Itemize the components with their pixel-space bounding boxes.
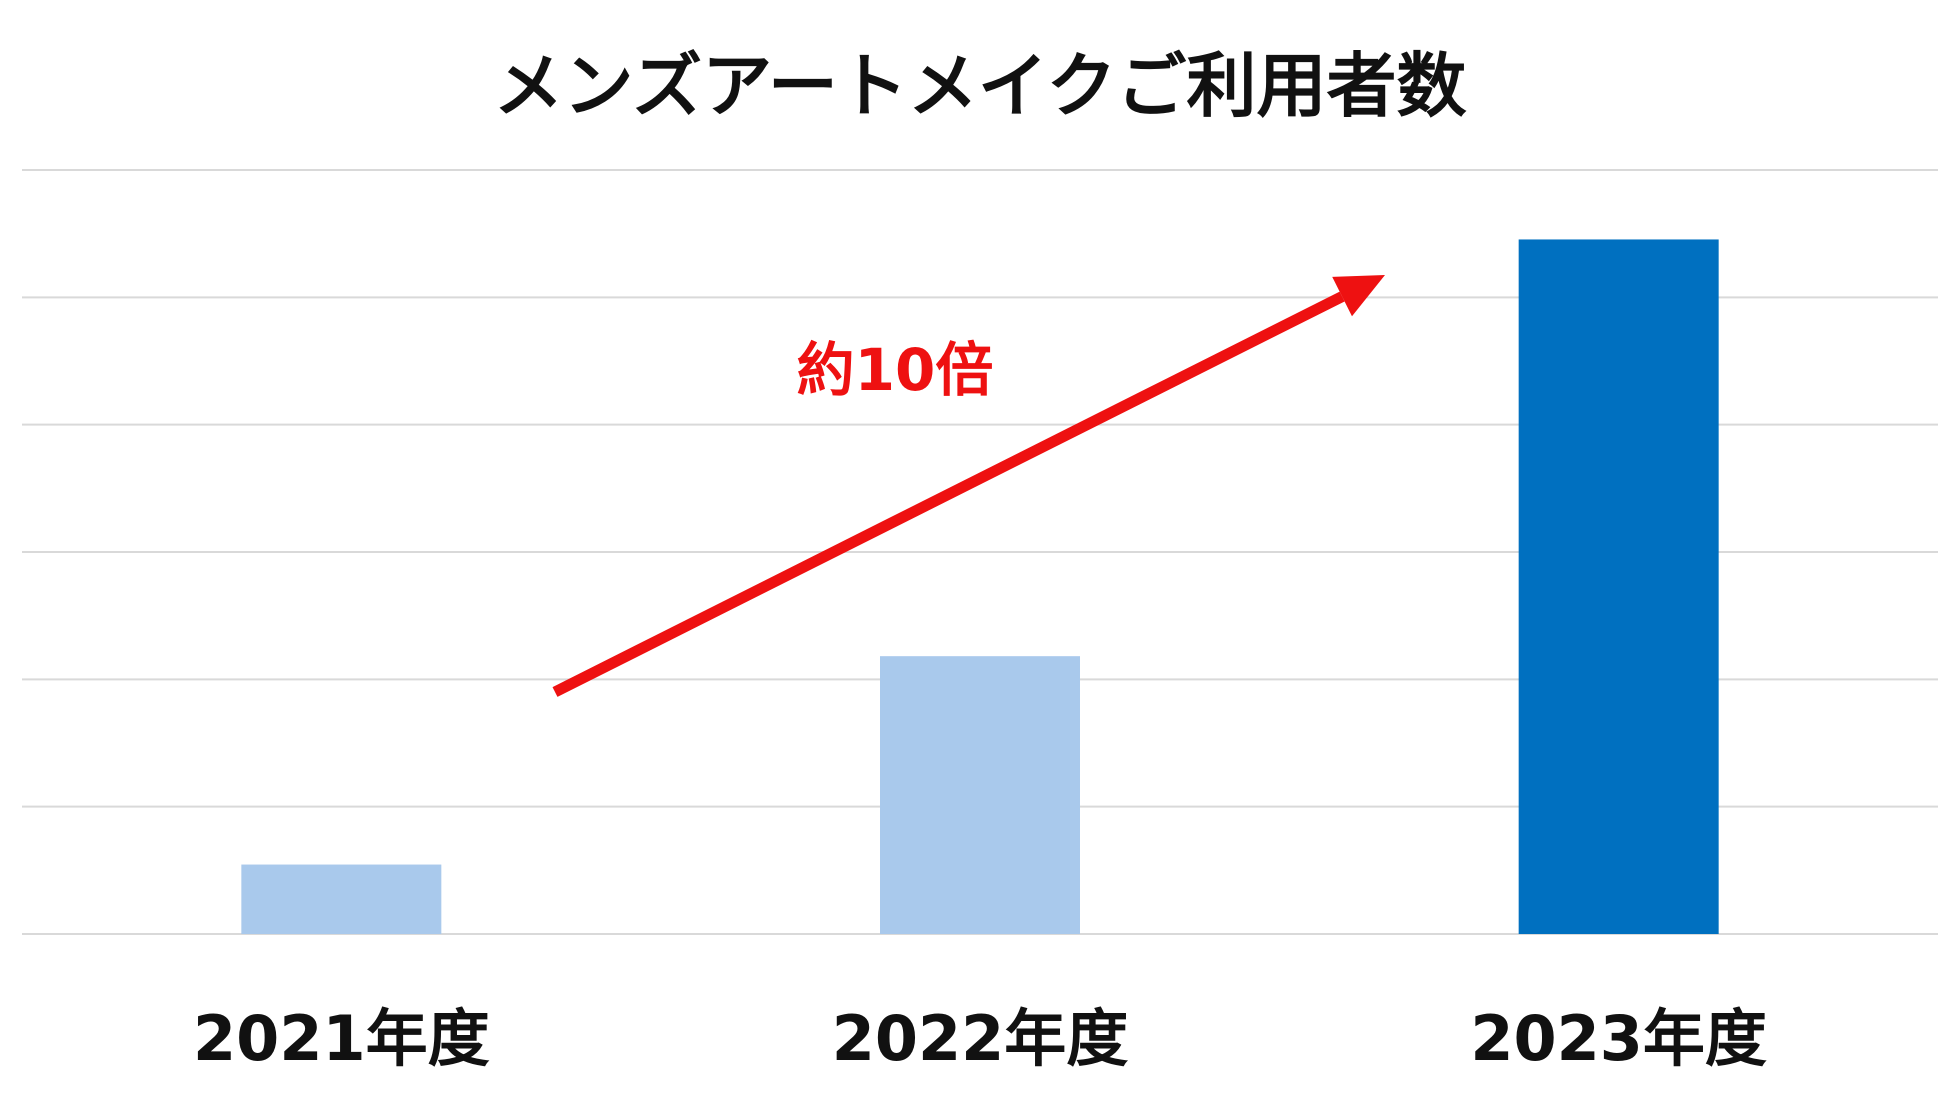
x-tick-labels: 2021年度 2022年度 2023年度	[193, 1002, 1767, 1075]
growth-arrow-head	[1332, 275, 1385, 317]
x-tick-label-3: 2023年度	[1470, 1002, 1767, 1075]
growth-arrow-line	[552, 291, 1345, 697]
bar-1	[241, 864, 442, 934]
chart-title: メンズアートメイクご利用者数	[494, 45, 1467, 127]
bar-2	[880, 656, 1080, 934]
bars	[241, 239, 1719, 935]
x-tick-label-2: 2022年度	[832, 1002, 1129, 1075]
bar-3	[1518, 239, 1719, 935]
growth-annotation-label: 約10倍	[797, 336, 994, 404]
trend-annotation: 約10倍	[552, 275, 1385, 697]
x-tick-label-1: 2021年度	[193, 1002, 490, 1075]
